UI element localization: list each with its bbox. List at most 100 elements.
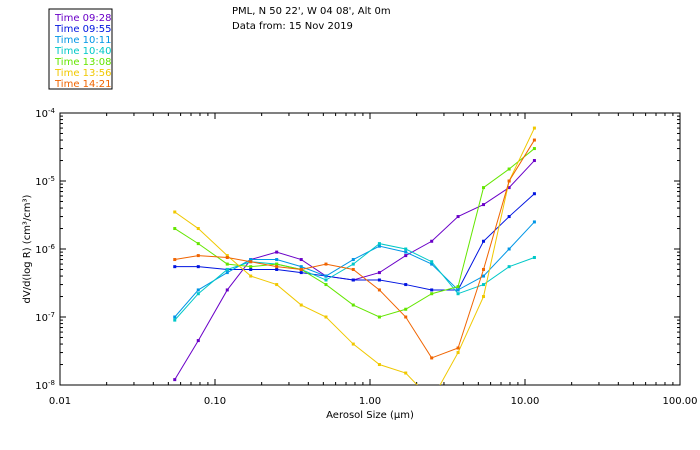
data-point [430, 288, 434, 292]
data-point [430, 356, 434, 360]
legend-entry-0: Time 09:28 [54, 13, 111, 24]
legend-entry-6: Time 14:21 [54, 79, 111, 90]
legend-entry-3: Time 10:40 [54, 46, 111, 57]
data-point [196, 288, 200, 292]
data-point [299, 258, 303, 262]
x-tick-label-3: 10.00 [511, 396, 540, 407]
legend-entry-1: Time 09:55 [54, 24, 111, 35]
data-point [196, 242, 200, 246]
data-point [351, 342, 355, 346]
data-point [456, 292, 460, 296]
data-point [482, 203, 486, 207]
data-point [507, 186, 511, 190]
y-tick-label-2: 10-6 [35, 243, 55, 256]
data-point [430, 239, 434, 243]
data-point [377, 315, 381, 319]
data-point [532, 220, 536, 224]
station-title: PML, N 50 22', W 04 08', Alt 0m [232, 6, 391, 17]
data-point [456, 346, 460, 350]
data-point [249, 274, 253, 278]
data-point [482, 274, 486, 278]
series-3 [173, 242, 536, 322]
data-point [299, 271, 303, 275]
data-point [275, 262, 279, 266]
series-line-4 [174, 148, 535, 318]
series-2 [173, 220, 536, 319]
data-point [275, 283, 279, 287]
series-6 [173, 138, 536, 360]
data-point [532, 159, 536, 163]
data-point [324, 315, 328, 319]
data-point [225, 255, 229, 259]
x-tick-label-0: 0.01 [49, 396, 71, 407]
y-tick-label-3: 10-5 [35, 175, 55, 188]
series-layer [173, 126, 536, 402]
legend-entry-4: Time 13:08 [54, 57, 111, 68]
data-point [249, 260, 253, 264]
data-point [532, 147, 536, 151]
data-point [324, 283, 328, 287]
series-line-1 [174, 193, 535, 291]
data-point [456, 351, 460, 355]
data-point [430, 399, 433, 402]
legend-box [48, 8, 113, 90]
data-point [324, 278, 328, 282]
data-point [173, 210, 177, 214]
data-point [507, 215, 511, 219]
data-point [456, 285, 460, 289]
y-tick-label-4: 10-4 [35, 107, 55, 120]
data-point [532, 192, 536, 196]
y-axis-label: dV/d(log R) (cm³/cm³) [22, 194, 33, 303]
data-point [275, 267, 279, 271]
data-point [351, 278, 355, 282]
data-point [299, 303, 303, 307]
data-point [275, 258, 279, 262]
data-point [351, 262, 355, 266]
data-point [532, 138, 536, 142]
data-point [351, 303, 355, 307]
data-point [249, 265, 253, 269]
data-point [377, 271, 381, 275]
data-point [225, 262, 229, 266]
data-point [275, 265, 279, 269]
x-tick-label-4: 100.00 [663, 396, 698, 407]
data-point [196, 339, 200, 343]
data-point [351, 258, 355, 262]
data-point [377, 363, 381, 367]
plot-area [59, 112, 681, 386]
data-point [196, 254, 200, 258]
data-point [404, 283, 408, 287]
data-point [430, 260, 434, 264]
data-point [482, 239, 486, 243]
x-axis-label: Aerosol Size (μm) [326, 410, 414, 421]
data-point [173, 265, 177, 269]
legend-entry-2: Time 10:11 [54, 35, 111, 46]
data-point [456, 215, 460, 219]
data-point [196, 265, 200, 269]
data-point [377, 244, 381, 248]
data-point [430, 292, 434, 296]
axis-ticks [59, 113, 680, 386]
data-point [404, 247, 408, 251]
data-point [377, 288, 381, 292]
data-point [173, 378, 177, 382]
y-tick-label-0: 10-8 [35, 379, 55, 392]
data-point [507, 179, 511, 183]
data-point [456, 288, 460, 292]
data-point [299, 267, 303, 271]
data-point [404, 371, 408, 375]
y-tick-label-1: 10-7 [35, 311, 55, 324]
data-point [507, 265, 511, 269]
data-point [173, 318, 177, 322]
data-point [196, 227, 200, 231]
data-point [404, 250, 408, 254]
data-point [275, 250, 279, 254]
x-tick-label-2: 1.00 [359, 396, 381, 407]
data-point [482, 267, 486, 271]
data-point [324, 274, 328, 278]
data-point [404, 307, 408, 311]
data-point [173, 227, 177, 231]
data-point [225, 254, 229, 258]
